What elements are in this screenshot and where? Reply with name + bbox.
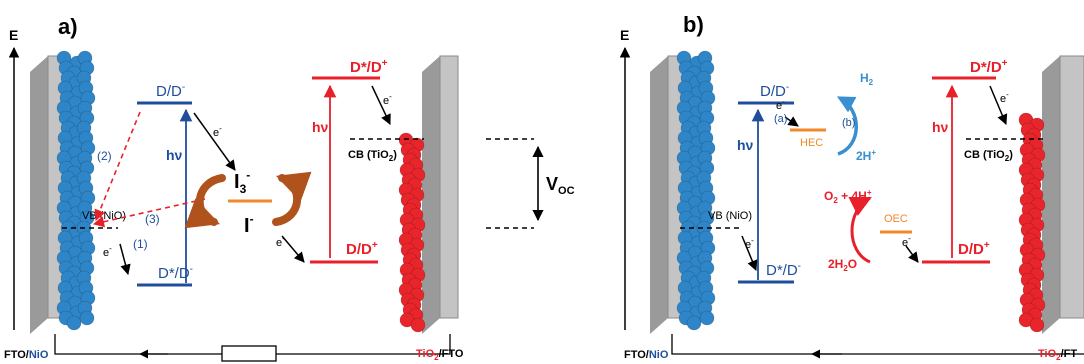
tio2-electrode-a (398, 55, 459, 334)
protons-label: 2H+ (856, 148, 876, 163)
panel-a: a) E D/D- D*/D- hν (4, 14, 575, 362)
oec-cycle-arrow (848, 196, 872, 264)
step-a-label: (a) (774, 113, 787, 125)
electron-to-redox-a (193, 112, 236, 171)
energy-axis-label-b: E (620, 27, 629, 43)
ground-label-cathode-a: D/D- (156, 82, 185, 100)
electron-label-3-a: e- (276, 234, 285, 249)
panel-b: b) E D/D- D*/D- hν VB (NiO) (619, 12, 1084, 362)
excited-label-anode-b: D*/D+ (970, 58, 1008, 76)
panel-b-label: b) (683, 12, 704, 37)
electron-label-2-b: e- (776, 97, 785, 112)
h2-label: H2 (860, 71, 874, 87)
electron-transfer-b (741, 235, 758, 271)
electron-label-4-b: e- (1000, 90, 1009, 105)
electron-label-2-a: e- (213, 124, 222, 139)
hv-label-anode-b: hν (932, 119, 949, 135)
electron-from-oec (905, 245, 919, 263)
external-circuit-b (671, 334, 1084, 359)
electrode-label-right-a: TiO2/FTO (416, 348, 464, 362)
excited-label-cathode-a: D*/D- (158, 264, 193, 282)
electrode-label-left-a: FTO/NiO (4, 349, 49, 361)
step-2-label: (2) (97, 149, 112, 163)
electron-transfer-1 (119, 243, 131, 276)
nio-nanoparticles-a (56, 50, 96, 331)
cb-label-b: CB (TiO2) (964, 149, 1013, 163)
oec-label: OEC (884, 213, 908, 225)
voc-label: VOC (546, 174, 575, 197)
nanoparticle (66, 315, 82, 331)
vb-label-b: VB (NiO) (708, 210, 752, 222)
hv-label-anode-a: hν (312, 119, 329, 135)
ground-label-anode-b: D/D+ (958, 240, 990, 258)
electron-label-4-a: e- (383, 92, 392, 107)
step-3-label: (3) (145, 212, 160, 226)
energy-axis-label-a: E (9, 27, 18, 43)
nanoparticle (410, 317, 426, 333)
water-label: 2H2O (828, 257, 857, 273)
hec-cycle-arrow (836, 96, 858, 156)
electron-injection-a (371, 85, 391, 125)
redox-cycle-arrow-left (184, 174, 226, 229)
excited-label-cathode-b: D*/D- (766, 261, 801, 279)
iodide-label: I- (244, 212, 254, 237)
hec-label: HEC (800, 137, 823, 149)
electron-to-hec (784, 116, 799, 127)
excited-label-anode-a: D*/D+ (350, 58, 388, 76)
recombination-arrow-2 (94, 111, 141, 222)
electron-label-1-b: e- (745, 236, 754, 251)
redox-cycle-arrow-right (272, 171, 312, 226)
ground-label-anode-a: D/D+ (346, 240, 378, 258)
electron-label-1-a: e- (103, 244, 112, 259)
load-resistor (221, 345, 277, 362)
nanoparticle (1029, 317, 1045, 333)
hv-label-cathode-a: hν (166, 147, 183, 163)
cb-label-a: CB (TiO2) (348, 149, 397, 163)
nio-electrode-b (650, 50, 716, 334)
nanoparticle (79, 310, 95, 326)
nio-nanoparticles-b (676, 50, 716, 331)
panel-a-label: a) (58, 14, 78, 39)
tio2-electrode-b (1018, 55, 1084, 334)
tio2-nanoparticles-a (398, 132, 426, 333)
electrode-label-left-b: FTO/NiO (624, 349, 669, 361)
electrode-label-right-b: TiO2/FT (1038, 348, 1077, 362)
step-b-label: (b) (842, 117, 855, 129)
electron-label-3-b: e- (902, 234, 911, 249)
step-1-label: (1) (133, 237, 148, 251)
nanoparticle (699, 310, 715, 326)
vb-label-a: VB (NiO) (82, 210, 126, 222)
electron-from-redox-a (281, 235, 305, 263)
external-circuit-a (54, 334, 451, 362)
nio-electrode-a (30, 50, 96, 334)
nanoparticle (686, 315, 702, 331)
tio2-nanoparticles-b (1018, 112, 1046, 333)
ground-label-cathode-b: D/D- (760, 82, 789, 100)
hv-label-cathode-b: hν (737, 137, 754, 153)
electron-injection-b (989, 85, 1008, 125)
triiodide-label: I3- (234, 168, 250, 196)
o2-label: O2 + 4H+ (824, 188, 872, 205)
